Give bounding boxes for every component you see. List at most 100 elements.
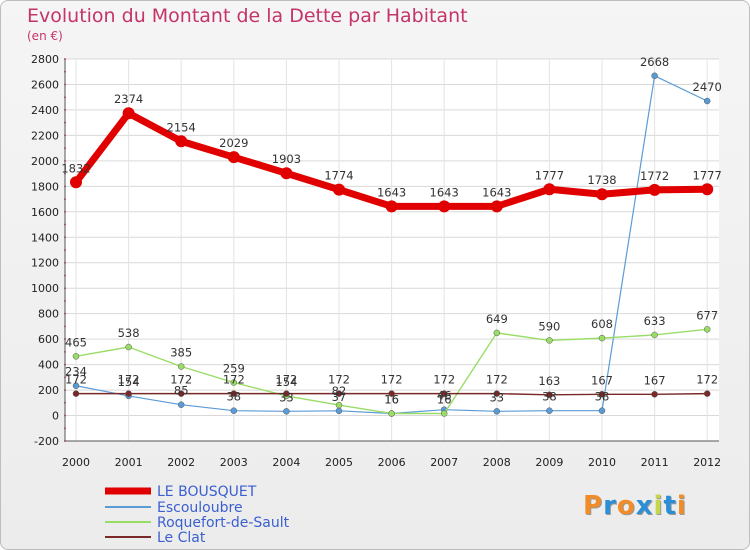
y-tick-label: 2000	[31, 155, 59, 168]
data-label-roquefort-de-sault: 385	[170, 346, 192, 360]
data-label-le-clat: 163	[538, 374, 560, 388]
y-tick-label: 1800	[31, 180, 59, 193]
x-tick-label: 2008	[483, 456, 511, 469]
logo-letter: x	[635, 491, 654, 521]
data-label-le-clat: 167	[591, 373, 613, 387]
data-label-escouloubre: 38	[542, 390, 557, 404]
data-label-le-clat: 172	[223, 373, 245, 387]
data-point-escouloubre	[177, 401, 185, 408]
x-tick-label: 2002	[167, 456, 195, 469]
data-label-le-bousquet: 1777	[535, 168, 564, 182]
data-point-le-clat	[335, 390, 343, 397]
x-tick-label: 2007	[430, 456, 458, 469]
data-point-escouloubre	[598, 407, 606, 414]
data-point-le-bousquet	[175, 135, 188, 148]
data-point-le-bousquet	[227, 151, 240, 164]
data-label-roquefort-de-sault: 16	[384, 392, 399, 406]
logo-letter: i	[653, 491, 664, 521]
data-point-le-clat	[283, 390, 290, 397]
data-label-escouloubre: 38	[226, 390, 241, 404]
data-label-le-clat: 172	[433, 373, 455, 387]
data-point-escouloubre	[651, 72, 658, 80]
proxiti-logo: Proxiti	[583, 491, 687, 521]
x-tick-label: 2009	[535, 456, 563, 469]
data-point-roquefort-de-sault	[230, 379, 238, 386]
data-label-escouloubre: 2470	[693, 80, 722, 94]
data-point-escouloubre	[493, 408, 501, 415]
logo-letter: P	[583, 491, 604, 521]
data-label-le-bousquet: 1643	[482, 185, 511, 199]
logo-letter: t	[663, 491, 677, 521]
data-label-escouloubre: 33	[489, 390, 504, 404]
x-tick-label: 2001	[115, 456, 143, 469]
data-point-le-bousquet	[701, 183, 714, 196]
legend-label-roquefort-de-sault: Roquefort-de-Sault	[157, 515, 290, 531]
data-label-le-bousquet: 2029	[219, 136, 248, 150]
data-point-le-clat	[493, 390, 501, 397]
y-tick-label: 1400	[31, 231, 59, 244]
data-point-roquefort-de-sault	[493, 329, 501, 337]
x-tick-label: 2010	[588, 456, 616, 469]
y-tick-label: 1000	[31, 282, 59, 295]
x-tick-label: 2000	[62, 456, 90, 469]
data-point-le-clat	[440, 390, 448, 397]
data-point-le-clat	[598, 391, 606, 398]
data-point-le-bousquet	[648, 183, 661, 196]
data-point-le-bousquet	[490, 200, 503, 213]
x-tick-label: 2004	[272, 456, 300, 469]
data-point-le-clat	[546, 391, 553, 399]
chart-title: Evolution du Montant de la Dette par Hab…	[27, 5, 468, 27]
data-label-le-bousquet: 1832	[61, 161, 90, 175]
data-label-escouloubre: 85	[174, 384, 189, 398]
chart-subtitle: (en €)	[27, 29, 63, 43]
data-label-le-clat: 172	[170, 373, 192, 387]
y-tick-label: 2200	[31, 129, 59, 142]
data-label-roquefort-de-sault: 259	[223, 362, 245, 376]
data-point-roquefort-de-sault	[651, 331, 658, 339]
data-label-roquefort-de-sault: 608	[591, 317, 613, 331]
data-point-le-clat	[388, 390, 395, 397]
data-label-escouloubre: 16	[384, 392, 399, 406]
data-label-roquefort-de-sault: 154	[275, 375, 297, 389]
data-label-roquefort-de-sault: 677	[696, 308, 718, 322]
data-point-le-bousquet	[543, 183, 556, 196]
y-tick-label: 1200	[31, 257, 59, 270]
data-label-escouloubre: 46	[437, 389, 452, 403]
data-point-le-clat	[177, 390, 185, 397]
y-tick-label: 2400	[31, 104, 59, 117]
legend-label-le-clat: Le Clat	[157, 530, 206, 546]
data-point-le-bousquet	[438, 200, 451, 213]
data-point-roquefort-de-sault	[546, 337, 553, 344]
logo-letter: i	[676, 491, 687, 521]
data-label-le-bousquet: 1903	[272, 152, 301, 166]
data-point-escouloubre	[335, 407, 343, 415]
x-tick-label: 2006	[378, 456, 406, 469]
data-label-le-clat: 172	[486, 373, 508, 387]
data-point-le-bousquet	[333, 183, 345, 196]
data-label-escouloubre: 154	[118, 375, 140, 389]
data-label-le-clat: 167	[644, 373, 666, 387]
data-label-roquefort-de-sault: 649	[486, 312, 508, 326]
data-point-roquefort-de-sault	[598, 334, 606, 342]
y-tick-label: 0	[52, 410, 59, 423]
data-point-le-clat	[125, 390, 132, 397]
data-point-roquefort-de-sault	[72, 353, 80, 360]
data-label-roquefort-de-sault: 82	[332, 384, 347, 398]
legend-label-escouloubre: Escouloubre	[157, 500, 243, 516]
data-point-escouloubre	[546, 407, 553, 414]
data-label-roquefort-de-sault: 465	[65, 335, 87, 349]
data-point-le-bousquet	[280, 167, 293, 180]
data-point-roquefort-de-sault	[125, 343, 132, 351]
data-label-roquefort-de-sault: 538	[118, 326, 140, 340]
logo-letter: r	[603, 491, 617, 521]
data-label-escouloubre: 37	[332, 390, 347, 404]
data-point-le-clat	[230, 390, 238, 397]
data-point-roquefort-de-sault	[177, 363, 185, 370]
data-point-le-clat	[703, 390, 711, 397]
data-point-le-bousquet	[122, 107, 135, 120]
data-label-roquefort-de-sault: 16	[437, 392, 452, 406]
data-label-le-bousquet: 2154	[167, 120, 196, 134]
y-tick-label: 400	[38, 359, 59, 372]
data-point-escouloubre	[283, 408, 290, 415]
